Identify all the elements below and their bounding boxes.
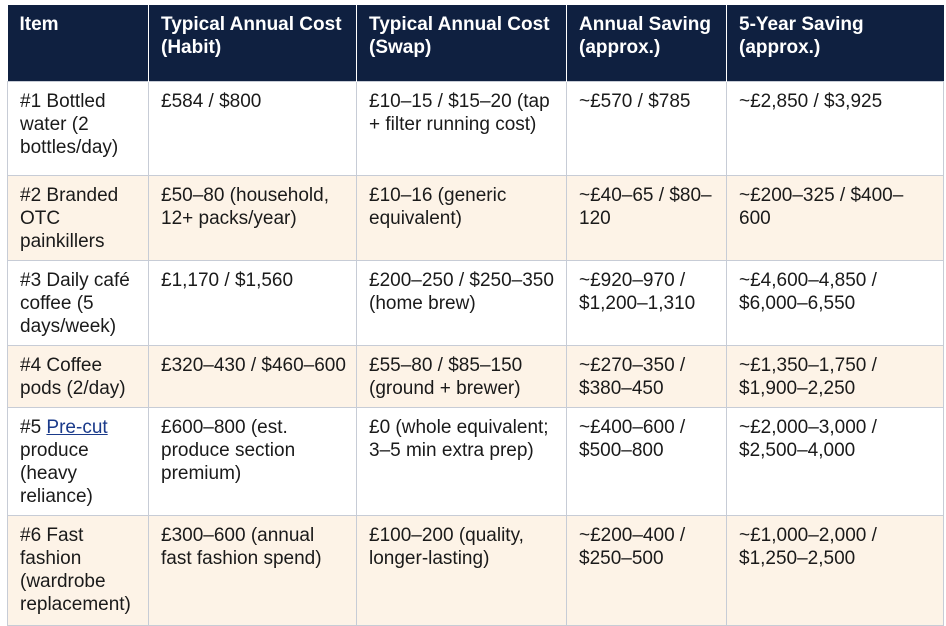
cell-item-suffix: produce (heavy reliance): [20, 439, 93, 507]
table-row: #1 Bottled water (2 bottles/day) £584 / …: [7, 80, 944, 176]
cell-habit-cost: £50–80 (household, 12+ packs/year): [148, 174, 357, 261]
cell-annual-saving: ~£200–400 / $250–500: [566, 514, 727, 626]
cell-annual-saving: ~£920–970 / $1,200–1,310: [566, 259, 727, 346]
cell-annual-saving: ~£40–65 / $80–120: [566, 174, 727, 261]
table-row: #2 Branded OTC painkillers £50–80 (house…: [7, 174, 944, 261]
savings-table: Item Typical Annual Cost (Habit) Typical…: [7, 5, 944, 626]
cell-swap-cost: £100–200 (quality, longer-lasting): [356, 514, 567, 626]
table-row: #4 Coffee pods (2/day) £320–430 / $460–6…: [7, 344, 944, 408]
cell-item-prefix: #5: [20, 416, 47, 438]
cell-habit-cost: £600–800 (est. produce section premium): [148, 406, 357, 516]
header-habit-cost: Typical Annual Cost (Habit): [148, 5, 357, 81]
cell-swap-cost: £10–15 / $15–20 (tap + filter running co…: [356, 80, 567, 176]
cell-swap-cost: £0 (whole equivalent; 3–5 min extra prep…: [356, 406, 567, 516]
cell-five-year-saving: ~£2,000–3,000 / $2,500–4,000: [726, 406, 944, 516]
table-row: #5 Pre-cut produce (heavy reliance) £600…: [7, 406, 944, 516]
cell-five-year-saving: ~£4,600–4,850 / $6,000–6,550: [726, 259, 944, 346]
cell-habit-cost: £584 / $800: [148, 80, 357, 176]
cell-habit-cost: £320–430 / $460–600: [148, 344, 357, 408]
table-header-row: Item Typical Annual Cost (Habit) Typical…: [7, 5, 944, 81]
cell-swap-cost: £10–16 (generic equivalent): [356, 174, 567, 261]
cell-five-year-saving: ~£200–325 / $400–600: [726, 174, 944, 261]
cell-item: #2 Branded OTC painkillers: [7, 174, 149, 261]
cell-item: #6 Fast fashion (wardrobe replacement): [7, 514, 149, 626]
cell-five-year-saving: ~£1,000–2,000 / $1,250–2,500: [726, 514, 944, 626]
cell-habit-cost: £1,170 / $1,560: [148, 259, 357, 346]
table-row: #3 Daily café coffee (5 days/week) £1,17…: [7, 259, 944, 346]
table-row: #6 Fast fashion (wardrobe replacement) £…: [7, 514, 944, 626]
cell-five-year-saving: ~£1,350–1,750 / $1,900–2,250: [726, 344, 944, 408]
cell-habit-cost: £300–600 (annual fast fashion spend): [148, 514, 357, 626]
cell-item: #5 Pre-cut produce (heavy reliance): [7, 406, 149, 516]
header-item: Item: [7, 5, 149, 81]
header-swap-cost: Typical Annual Cost (Swap): [356, 5, 567, 81]
cell-five-year-saving: ~£2,850 / $3,925: [726, 80, 944, 176]
pre-cut-link[interactable]: Pre-cut: [46, 416, 108, 438]
cell-item: #4 Coffee pods (2/day): [7, 344, 149, 408]
header-five-year-saving: 5-Year Saving (approx.): [726, 5, 944, 81]
cell-swap-cost: £55–80 / $85–150 (ground + brewer): [356, 344, 567, 408]
header-annual-saving: Annual Saving (approx.): [566, 5, 727, 81]
cell-annual-saving: ~£400–600 / $500–800: [566, 406, 727, 516]
cell-item: #3 Daily café coffee (5 days/week): [7, 259, 149, 346]
cell-swap-cost: £200–250 / $250–350 (home brew): [356, 259, 567, 346]
savings-table-container: Item Typical Annual Cost (Habit) Typical…: [7, 5, 944, 626]
cell-annual-saving: ~£570 / $785: [566, 80, 727, 176]
cell-item: #1 Bottled water (2 bottles/day): [7, 80, 149, 176]
cell-annual-saving: ~£270–350 / $380–450: [566, 344, 727, 408]
